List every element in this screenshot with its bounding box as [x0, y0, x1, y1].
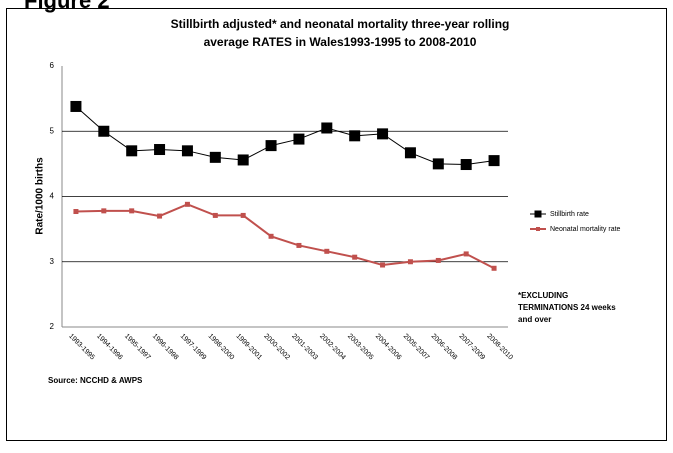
marker — [70, 100, 82, 112]
chart-title: Stillbirth adjusted* and neonatal mortal… — [171, 17, 510, 31]
annotation: and over — [518, 315, 551, 324]
figure-label: Figure 2 — [24, 0, 110, 13]
x-tick-label: 1999-2001 — [234, 333, 263, 362]
marker — [321, 122, 333, 134]
series-line — [75, 203, 495, 270]
marker — [126, 145, 138, 157]
y-tick-label: 6 — [50, 61, 55, 70]
marker — [377, 128, 389, 140]
marker — [324, 248, 330, 254]
marker — [349, 130, 361, 142]
marker — [380, 262, 386, 268]
chart-title: average RATES in Wales1993-1995 to 2008-… — [204, 35, 477, 49]
marker — [237, 154, 249, 166]
marker — [181, 145, 193, 157]
x-tick-label: 1995-1997 — [123, 333, 152, 362]
legend-label: Neonatal mortality rate — [550, 226, 621, 233]
marker — [296, 242, 302, 248]
marker — [435, 257, 441, 263]
annotation: *EXCLUDING — [518, 291, 568, 300]
legend-label: Stillbirth rate — [550, 211, 589, 218]
marker — [488, 155, 500, 167]
marker — [73, 209, 79, 215]
marker — [101, 208, 107, 214]
marker — [404, 147, 416, 159]
y-axis-label: Rate/1000 births — [35, 157, 46, 235]
marker — [157, 213, 163, 219]
y-tick-label: 2 — [50, 322, 55, 331]
marker — [212, 212, 218, 218]
marker — [265, 140, 277, 152]
marker — [184, 201, 190, 207]
frame — [6, 8, 667, 441]
x-tick-label: 1994-1996 — [95, 333, 124, 362]
x-tick-label: 1993-1995 — [67, 333, 96, 362]
annotation: TERMINATIONS 24 weeks — [518, 303, 616, 312]
marker — [407, 259, 413, 265]
x-tick-label: 2008-2010 — [485, 333, 514, 362]
x-tick-label: 1998-2000 — [207, 333, 236, 362]
source: Source: NCCHD & AWPS — [48, 376, 143, 385]
marker — [463, 251, 469, 257]
x-tick-label: 1997-1999 — [179, 333, 208, 362]
x-tick-label: 2003-2005 — [346, 333, 375, 362]
x-tick-label: 2004-2006 — [374, 333, 403, 362]
x-tick-label: 2005-2007 — [402, 333, 431, 362]
marker — [268, 233, 274, 239]
marker — [293, 133, 305, 145]
x-tick-label: 2002-2004 — [318, 333, 347, 362]
marker — [460, 159, 472, 171]
legend-marker — [536, 227, 540, 231]
series-line — [75, 106, 495, 166]
x-tick-label: 2006-2008 — [430, 333, 459, 362]
y-tick-label: 3 — [50, 257, 55, 266]
x-tick-label: 2001-2003 — [290, 333, 319, 362]
y-tick-label: 4 — [50, 192, 55, 201]
marker — [154, 144, 166, 156]
marker — [129, 208, 135, 214]
legend-marker — [534, 210, 542, 218]
marker — [240, 212, 246, 218]
marker — [352, 254, 358, 260]
marker — [491, 265, 497, 271]
marker — [209, 151, 221, 163]
marker — [98, 125, 110, 137]
x-tick-label: 2007-2009 — [457, 333, 486, 362]
x-tick-label: 1996-1998 — [151, 333, 180, 362]
marker — [432, 158, 444, 170]
x-tick-label: 2000-2002 — [262, 333, 291, 362]
y-tick-label: 5 — [50, 126, 55, 135]
